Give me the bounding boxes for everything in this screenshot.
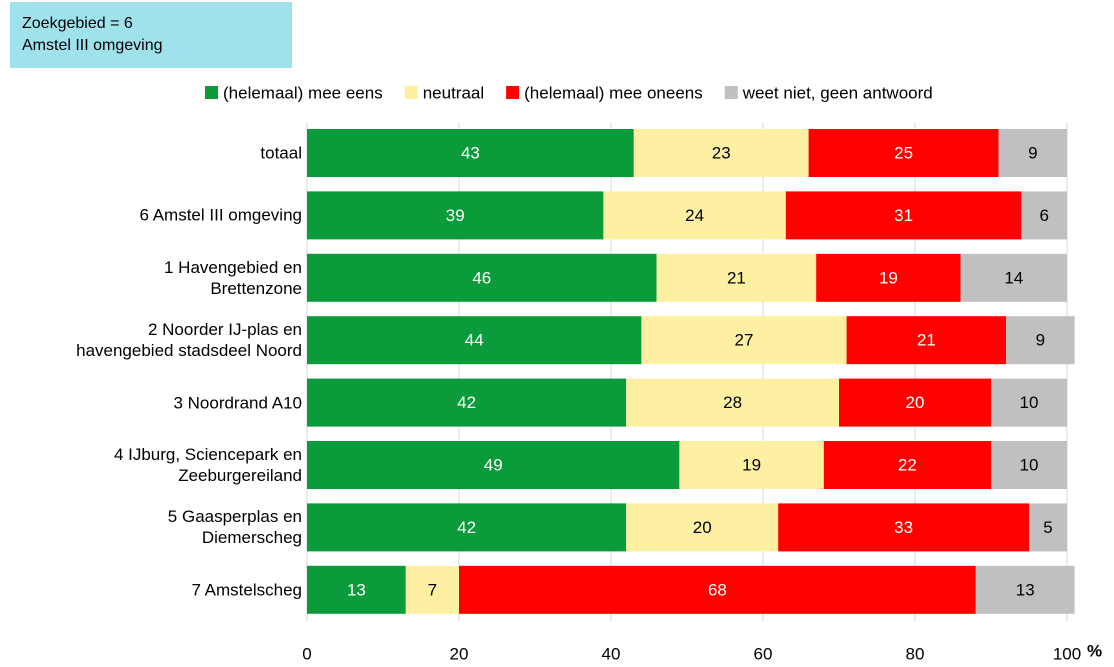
value-label: 9: [1028, 143, 1037, 162]
category-label: 6 Amstel III omgeving: [139, 205, 302, 225]
bar-segment: [960, 253, 1067, 302]
value-label: 6: [1039, 206, 1048, 225]
bar-segment: [778, 503, 1029, 552]
x-tick-label: 100: [1053, 644, 1081, 663]
category-label: totaal: [260, 143, 302, 163]
value-label: 27: [735, 331, 754, 350]
bar-segment: [307, 441, 680, 489]
bar-segment: [785, 191, 1022, 240]
category-label: 7 Amstelscheg: [191, 580, 302, 600]
category-label: 1 Havengebied en Brettenzone: [163, 257, 302, 298]
legend-swatch: [724, 86, 738, 99]
value-label: 7: [428, 580, 437, 599]
annotation-box: Zoekgebied = 6 Amstel III omgeving: [10, 2, 292, 68]
legend-label: (helemaal) mee eens: [223, 83, 383, 102]
bar-segment: [307, 503, 627, 552]
value-label: 5: [1043, 518, 1052, 537]
bar-segment: [656, 253, 817, 302]
legend-swatch: [205, 86, 218, 99]
value-label: 22: [898, 455, 917, 474]
bar-segment: [975, 565, 1075, 614]
bar-segment: [307, 191, 604, 240]
value-label: 14: [1004, 268, 1023, 287]
value-label: 13: [347, 580, 366, 599]
bar-segment: [1021, 191, 1067, 240]
bar-segment: [991, 441, 1067, 489]
value-label: 39: [446, 206, 465, 225]
value-label: 10: [1020, 393, 1039, 412]
legend-swatch: [506, 86, 520, 99]
value-label: 13: [1016, 580, 1035, 599]
bar-segment: [307, 378, 627, 427]
value-label: 10: [1020, 455, 1039, 474]
x-axis-unit: %: [1087, 641, 1102, 660]
value-label: 33: [894, 518, 913, 537]
value-label: 42: [457, 393, 476, 412]
value-label: 19: [879, 268, 898, 287]
value-label: 28: [723, 393, 742, 412]
category-label: 3 Noordrand A10: [173, 393, 302, 413]
bar-segment: [307, 565, 406, 614]
bar-segment: [1006, 316, 1075, 365]
bar-segment: [603, 191, 786, 240]
value-label: 24: [685, 206, 704, 225]
value-label: 43: [461, 143, 480, 162]
category-label: 5 Gaasperplas en Diemerscheg: [167, 507, 302, 548]
value-label: 31: [894, 206, 913, 225]
bar-segment: [405, 565, 459, 614]
bar-segment: [816, 253, 961, 302]
bar-segment: [626, 503, 779, 552]
value-label: 9: [1036, 331, 1045, 350]
x-tick-label: 20: [450, 644, 469, 663]
bar-segment: [846, 316, 1007, 365]
value-label: 42: [457, 518, 476, 537]
category-label: 2 Noorder IJ-plas en havengebied stadsde…: [76, 320, 302, 361]
bar-segment: [459, 565, 976, 614]
value-label: 25: [894, 143, 913, 162]
value-label: 19: [742, 455, 761, 474]
legend-swatch: [404, 86, 418, 99]
x-tick-label: 80: [906, 644, 925, 663]
bar-segment: [633, 129, 809, 177]
value-label: 21: [727, 268, 746, 287]
bar-segment: [1029, 503, 1067, 552]
value-label: 20: [693, 518, 712, 537]
value-label: 23: [712, 143, 731, 162]
bar-segment: [679, 441, 824, 489]
bar-segment: [998, 129, 1067, 177]
bar-segment: [839, 378, 991, 427]
bar-segment: [808, 129, 999, 177]
bar-segment: [823, 441, 991, 489]
bar-segment: [307, 253, 657, 302]
bar-segment: [307, 316, 642, 365]
bar-segment: [626, 378, 839, 427]
legend-label: neutraal: [423, 83, 484, 102]
bar-segment: [307, 129, 634, 177]
value-label: 49: [484, 455, 503, 474]
value-label: 46: [472, 268, 491, 287]
x-tick-label: 60: [754, 644, 773, 663]
bar-segment: [991, 378, 1067, 427]
x-tick-label: 0: [302, 644, 311, 663]
value-label: 44: [465, 331, 484, 350]
legend-label: weet niet, geen antwoord: [742, 83, 933, 102]
value-label: 20: [906, 393, 925, 412]
category-label: 4 IJburg, Sciencepark en Zeeburgereiland: [113, 445, 302, 485]
bar-segment: [641, 316, 847, 365]
legend-label: (helemaal) mee oneens: [524, 83, 703, 102]
x-tick-label: 40: [602, 644, 621, 663]
value-label: 68: [708, 580, 727, 599]
value-label: 21: [917, 331, 936, 350]
